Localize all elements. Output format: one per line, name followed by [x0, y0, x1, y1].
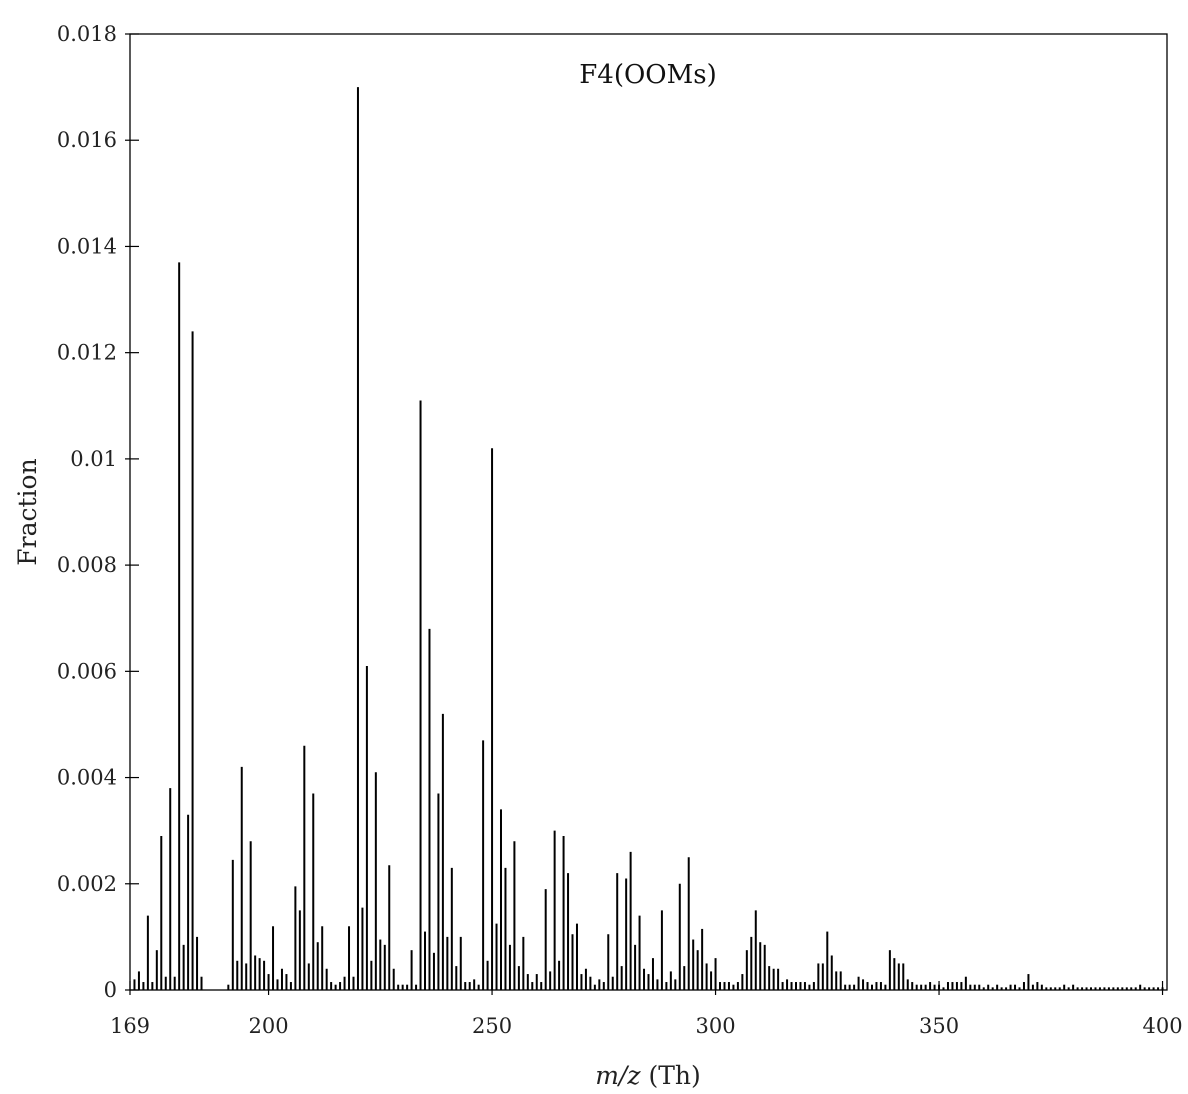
y-tick-label: 0.006 [57, 659, 117, 683]
x-axis-label: m/z (Th) [595, 1061, 701, 1090]
y-tick-label: 0.016 [57, 128, 117, 152]
plot-frame [129, 33, 1168, 991]
y-tick-label: 0.01 [70, 447, 117, 471]
x-tick-label: 169 [110, 1014, 150, 1038]
spectrum-bars [133, 87, 1164, 990]
y-axis-label: Fraction [13, 458, 42, 565]
y-tick-label: 0.014 [57, 234, 117, 258]
chart-title: F4(OOMs) [579, 60, 716, 90]
x-tick-label: 300 [696, 1014, 736, 1038]
y-tick-label: 0.018 [57, 22, 117, 46]
x-tick-label: 200 [249, 1014, 289, 1038]
y-tick-label: 0.012 [57, 341, 117, 365]
y-tick-label: 0.008 [57, 553, 117, 577]
y-axis: 0 0.002 0.004 0.006 0.008 0.01 0.012 0.014 0.016… [57, 22, 139, 1002]
y-tick-label: 0.004 [57, 766, 117, 790]
x-axis-label-variable: m/z [595, 1061, 648, 1090]
y-tick-label: 0.002 [57, 872, 117, 896]
x-tick-label: 350 [919, 1014, 959, 1038]
x-tick-label: 400 [1142, 1014, 1182, 1038]
x-axis-label-unit: (Th) [648, 1061, 700, 1090]
y-tick-label: 0 [104, 978, 117, 1002]
x-axis: 169 200 250 300 350 400 [110, 981, 1183, 1038]
x-tick-label: 250 [472, 1014, 512, 1038]
